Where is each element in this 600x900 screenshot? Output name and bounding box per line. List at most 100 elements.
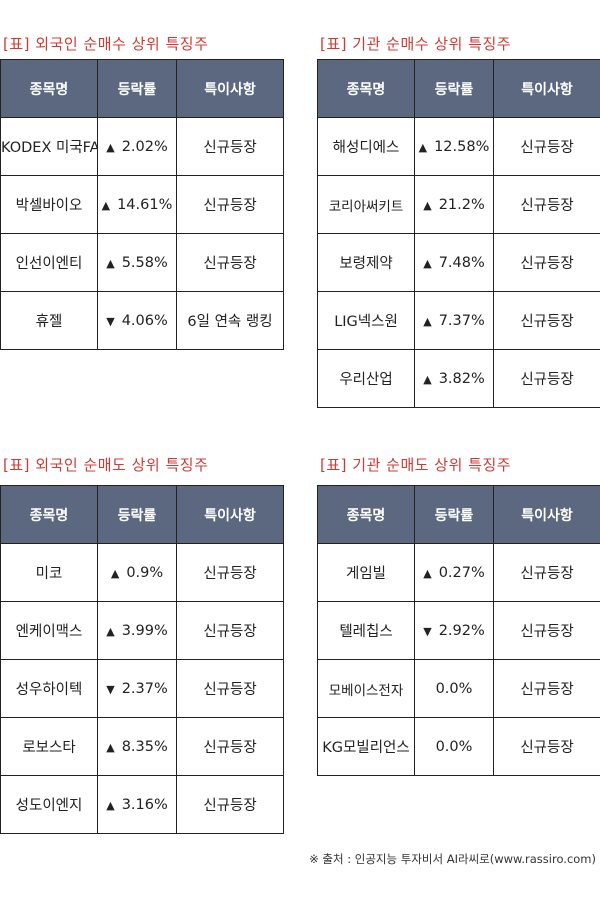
rate-value: 3.99% [121,622,168,639]
note: 신규등장 [176,659,284,718]
table-header-row: 종목명 등락률 특이사항 [0,59,284,118]
triangle-up-icon: ▲ [106,798,115,812]
change-rate: ▼ 2.37% [97,659,177,718]
rate-value: 0.9% [126,564,164,581]
stock-name: 텔레칩스 [317,601,415,660]
header-note: 특이사항 [493,485,600,544]
stock-name: KG모빌리언스 [317,717,415,776]
rate-value: 0.0% [435,738,473,755]
triangle-down-icon: ▼ [423,624,432,638]
rate-value: 21.2% [438,196,485,213]
change-rate: ▲ 0.9% [97,543,177,602]
change-rate: 0.0% [414,659,494,718]
triangle-up-icon: ▲ [106,256,115,270]
rate-value: 7.48% [438,254,485,271]
foreign-net-sell-table: 종목명 등락률 특이사항 미코 ▲ 0.9% 신규등장 엔케이맥스 ▲ 3.99% … [0,485,284,834]
header-rate: 등락률 [414,485,494,544]
section-title: [표] 기관 순매도 상위 특징주 [320,456,512,474]
stock-name: 휴젤 [0,291,98,350]
table-row: 인선이엔티 ▲ 5.58% 신규등장 [0,233,284,292]
table-header-row: 종목명 등락률 특이사항 [317,59,600,118]
note: 신규등장 [176,543,284,602]
triangle-up-icon: ▲ [423,314,432,328]
note: 신규등장 [176,175,284,234]
header-note: 특이사항 [493,59,600,118]
triangle-down-icon: ▼ [106,314,115,328]
triangle-up-icon: ▲ [101,198,111,212]
triangle-up-icon: ▲ [423,256,432,270]
change-rate: ▲ 7.48% [414,233,494,292]
table-row: 모베이스전자 0.0% 신규등장 [317,659,600,718]
rate-value: 2.37% [121,680,168,697]
rate-value: 0.27% [438,564,485,581]
note: 신규등장 [493,175,600,234]
change-rate: ▲ 21.2% [414,175,494,234]
table-header-row: 종목명 등락률 특이사항 [317,485,600,544]
stock-name: 미코 [0,543,98,602]
header-name: 종목명 [317,59,415,118]
table-row: KG모빌리언스 0.0% 신규등장 [317,717,600,776]
stock-name: 코리아써키트 [317,175,415,234]
header-note: 특이사항 [176,59,284,118]
table-header-row: 종목명 등락률 특이사항 [0,485,284,544]
note: 신규등장 [176,601,284,660]
triangle-up-icon: ▲ [423,372,432,386]
header-name: 종목명 [317,485,415,544]
header-note: 특이사항 [176,485,284,544]
stock-name: 박셀바이오 [0,175,98,234]
table-row: 게임빌 ▲ 0.27% 신규등장 [317,543,600,602]
triangle-up-icon: ▲ [106,624,115,638]
note: 신규등장 [493,717,600,776]
note: 신규등장 [176,233,284,292]
change-rate: ▲ 8.35% [97,717,177,776]
section-title: [표] 기관 순매수 상위 특징주 [320,35,512,53]
triangle-up-icon: ▲ [423,566,432,580]
stock-name: 로보스타 [0,717,98,776]
rate-value: 5.58% [121,254,168,271]
rate-value: 2.92% [438,622,485,639]
table-row: 성도이엔지 ▲ 3.16% 신규등장 [0,775,284,834]
triangle-up-icon: ▲ [110,566,120,580]
rate-value: 8.35% [121,738,168,755]
change-rate: ▼ 2.92% [414,601,494,660]
triangle-up-icon: ▲ [106,740,115,754]
stock-name: 보령제약 [317,233,415,292]
table-row: 엔케이맥스 ▲ 3.99% 신규등장 [0,601,284,660]
note: 신규등장 [493,543,600,602]
table-row: 텔레칩스 ▼ 2.92% 신규등장 [317,601,600,660]
change-rate: ▼ 4.06% [97,291,177,350]
table-row: 성우하이텍 ▼ 2.37% 신규등장 [0,659,284,718]
note: 신규등장 [176,717,284,776]
change-rate: ▲ 3.16% [97,775,177,834]
note: 신규등장 [493,349,600,408]
triangle-up-icon: ▲ [418,140,428,154]
table-row: 휴젤 ▼ 4.06% 6일 연속 랭킹 [0,291,284,350]
change-rate: ▲ 14.61% [97,175,177,234]
rate-value: 2.02% [121,138,168,155]
header-rate: 등락률 [414,59,494,118]
change-rate: ▲ 3.99% [97,601,177,660]
note: 신규등장 [493,233,600,292]
rate-value: 7.37% [438,312,485,329]
source-footer: ※ 출처 : 인공지능 투자비서 AI라씨로(www.rassiro.com) [309,852,596,866]
note: 신규등장 [176,775,284,834]
change-rate: 0.0% [414,717,494,776]
note: 신규등장 [493,117,600,176]
change-rate: ▲ 12.58% [414,117,494,176]
triangle-up-icon: ▲ [423,198,432,212]
header-name: 종목명 [0,485,98,544]
change-rate: ▲ 0.27% [414,543,494,602]
header-name: 종목명 [0,59,98,118]
note: 신규등장 [493,601,600,660]
change-rate: ▲ 2.02% [97,117,177,176]
change-rate: ▲ 3.82% [414,349,494,408]
triangle-up-icon: ▲ [106,140,115,154]
header-rate: 등락률 [97,485,177,544]
rate-value: 0.0% [435,680,473,697]
stock-name: 게임빌 [317,543,415,602]
stock-name: 엔케이맥스 [0,601,98,660]
section-title: [표] 외국인 순매도 상위 특징주 [3,456,209,474]
foreign-net-buy-table: 종목명 등락률 특이사항 KODEX 미국FANG플러스(H) ▲ 2.02% 신… [0,59,284,350]
note: 신규등장 [493,659,600,718]
section-title: [표] 외국인 순매수 상위 특징주 [3,35,209,53]
